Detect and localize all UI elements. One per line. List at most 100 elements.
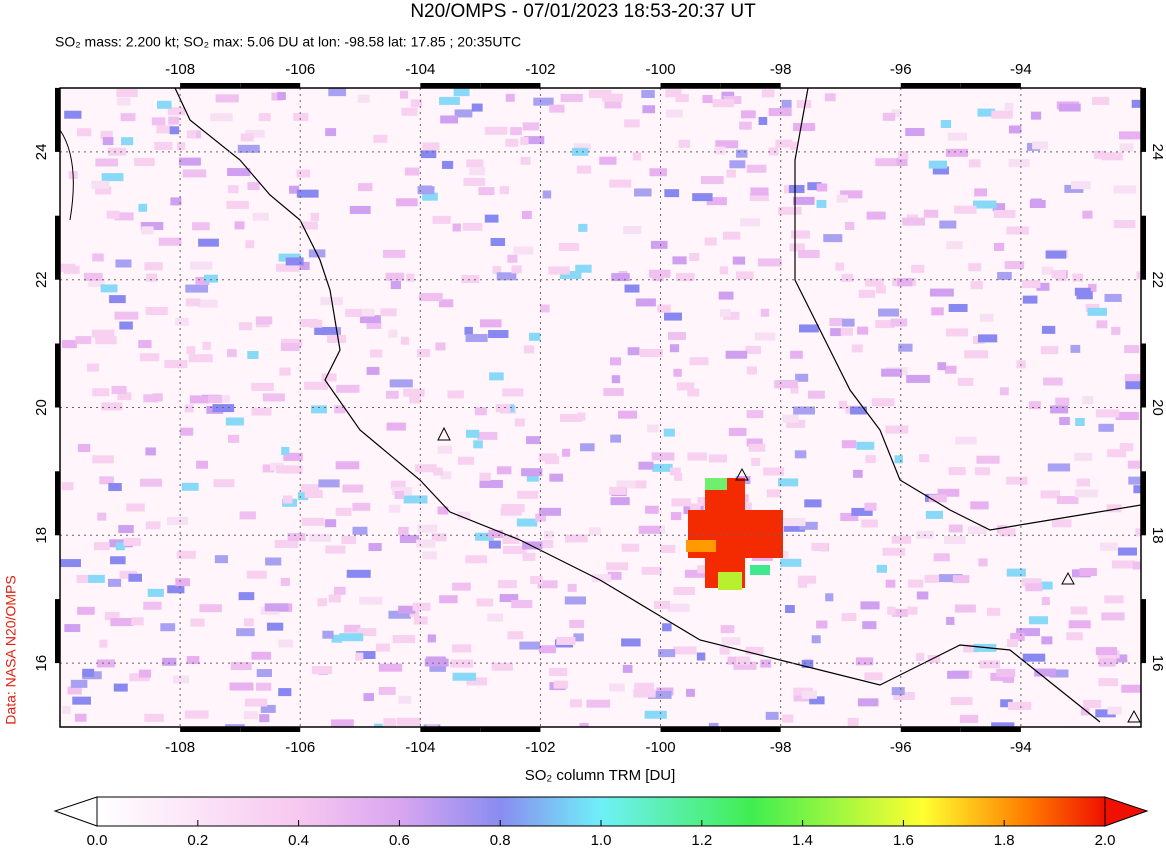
pixel [855,657,874,666]
pixel [1087,307,1107,316]
colorbar-ticks: 0.0 0.2 0.4 0.6 0.8 1.0 1.2 1.4 1.6 1.8 2.0 [87,820,1115,849]
pixel [517,490,539,499]
pixel [1043,377,1063,386]
pixel [541,539,554,548]
pixel [947,132,967,141]
pixel [624,284,640,293]
pixel [190,261,213,270]
pixel [117,392,132,401]
x-tick-bar [180,727,241,732]
pixel [556,636,576,645]
pixel [1104,293,1122,302]
pixel [746,438,763,447]
pixel [760,659,772,668]
colorbar-tick-label: 1.2 [691,832,712,849]
pixel [109,295,126,304]
pixel [618,410,638,419]
pixel [690,503,701,512]
pixel [780,550,789,559]
pixel [991,110,1013,119]
pixel [916,653,925,662]
pixel [498,580,517,589]
pixel [853,469,863,478]
pixel [1047,463,1071,472]
pixel [783,523,806,532]
pixel [538,507,562,516]
pixel [246,570,267,579]
pixel [92,253,104,262]
pixel [327,334,346,343]
pixel [317,598,328,607]
pixel [516,518,538,527]
pixel [799,521,818,530]
pixel [675,94,689,103]
pixel [251,382,274,391]
pixel [178,157,201,166]
pixel [227,434,240,443]
pixel [511,265,522,274]
pixel [96,659,115,668]
pixel [1080,707,1090,716]
pixel [499,186,510,195]
pixel [378,686,396,695]
pixel [344,624,361,633]
pixel [475,532,494,541]
pixel [1000,387,1009,396]
pixel [439,595,458,604]
pixel [722,231,741,240]
pixel [440,471,452,480]
pixel [673,646,697,655]
pixel [704,237,717,246]
pixel [311,405,327,414]
pixel [1008,158,1030,167]
pixel [898,151,909,160]
pixel [1101,612,1125,621]
pixel [1124,374,1141,383]
pixel [1032,141,1048,150]
colorbar-under [53,796,98,827]
pixel [426,724,438,727]
pixel [857,326,869,335]
pixel [871,398,895,407]
pixel [786,419,806,428]
pixel [131,617,144,626]
pixel [1008,125,1022,134]
pixel [401,107,418,116]
pixel [1006,476,1028,485]
pixel [72,696,91,705]
pixel [234,221,245,230]
y-tick-bar [1141,599,1146,664]
pixel [403,495,428,504]
pixel [634,480,647,489]
pixel [924,574,940,583]
pixel [671,498,692,507]
pixel [782,714,794,723]
pixel [1036,581,1053,590]
pixel [87,574,105,583]
pixel [758,116,768,125]
pixel [277,92,286,101]
pixel [433,467,443,476]
pixel [885,425,909,434]
pixel [385,390,399,399]
pixel [422,192,438,201]
pixel [260,704,276,713]
pixel [622,664,633,673]
pixel [621,638,641,647]
y-tick-label-right: 18 [1149,527,1166,544]
pixel [841,440,857,449]
pixel [240,133,254,142]
pixel [1010,632,1025,641]
pixel [226,349,237,358]
pixel [505,138,519,147]
pixel [119,321,133,330]
pixel [229,682,254,691]
pixel [736,271,754,280]
pixel [816,183,828,192]
pixel [793,123,816,132]
pixel [645,505,659,514]
pixel [62,340,77,349]
pixel [754,332,776,341]
pixel [265,557,282,566]
pixel [945,148,969,157]
